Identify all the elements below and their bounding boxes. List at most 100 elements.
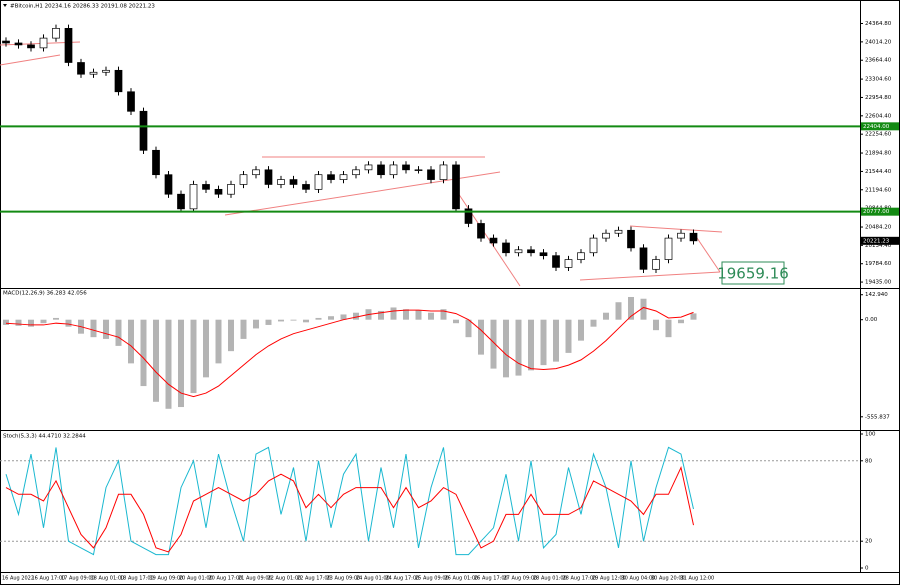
candle-body: [227, 184, 235, 195]
candle-body: [527, 249, 535, 254]
x-tick-label: 18 Aug 01:00: [91, 576, 125, 582]
y-tick-label: 20484.20: [865, 225, 892, 231]
y-tick-label: 21544.40: [865, 169, 892, 175]
histogram-bar: [478, 319, 484, 355]
candle-body: [614, 229, 623, 234]
histogram-bar: [315, 317, 322, 320]
candle-body: [664, 237, 673, 260]
level-label: 20777.00: [863, 209, 890, 215]
y-tick-label: 24014.20: [865, 39, 892, 45]
histogram-bar: [290, 319, 297, 321]
candle-body: [652, 259, 660, 270]
histogram-bar: [3, 319, 9, 325]
candle-body: [427, 169, 435, 180]
candle-body: [202, 184, 210, 190]
candle-body: [102, 69, 110, 73]
histogram-bar: [53, 317, 59, 320]
candle-body: [152, 149, 160, 176]
macd-header: MACD(12,26,9) 36.283 42.056: [3, 291, 87, 297]
histogram-bar: [615, 302, 622, 320]
histogram-bar: [115, 319, 122, 346]
trendline: [694, 234, 721, 273]
histogram-bar: [215, 319, 222, 364]
histogram-bar: [578, 319, 584, 341]
candle-body: [489, 237, 498, 244]
annotation: 19659.16: [717, 265, 789, 283]
y-tick-label: 19784.60: [865, 261, 892, 267]
y-tick-label: 21194.60: [865, 187, 892, 193]
y-tick-label: 23664.40: [865, 58, 892, 64]
candle-body: [14, 42, 23, 46]
candle-body: [2, 40, 10, 44]
candle-body: [327, 174, 335, 180]
candle-body: [364, 164, 373, 171]
y-tick-label: 22254.60: [865, 132, 892, 138]
candle-body: [414, 169, 423, 171]
histogram-bar: [678, 319, 684, 324]
candle-body: [214, 188, 223, 195]
y-tick-label: 80: [865, 458, 872, 464]
histogram-bar: [140, 319, 147, 387]
stoch-header: Stoch(5,3,3) 44.4710 32.2844: [3, 434, 86, 440]
histogram-bar: [453, 319, 459, 324]
candle-body: [477, 223, 485, 239]
y-tick-label: 0: [865, 566, 869, 572]
y-tick-label: 22954.80: [865, 95, 892, 101]
candle-body: [177, 193, 185, 210]
histogram-bar: [653, 319, 659, 331]
y-tick-label: 21894.80: [865, 151, 892, 157]
candle-body: [452, 164, 460, 210]
y-tick-label: -555.837: [865, 414, 890, 420]
x-tick-label: 30 Aug 20:00: [651, 576, 685, 582]
x-tick-label: 18 Aug 17:00: [120, 576, 154, 582]
histogram-bar: [340, 314, 347, 320]
level-label: 22404.00: [863, 124, 890, 130]
x-tick-label: 28 Aug 01:00: [533, 576, 567, 582]
histogram-bar: [440, 309, 447, 320]
histogram-bar: [303, 319, 309, 323]
candle-body: [302, 184, 310, 190]
candle-body: [139, 110, 148, 151]
candle-body: [114, 69, 123, 93]
histogram-bar: [28, 319, 34, 327]
histogram-bar: [628, 296, 634, 320]
x-tick-label: 28 Aug 17:00: [563, 576, 597, 582]
candle-body: [564, 259, 573, 268]
histogram-bar: [190, 319, 197, 394]
histogram-bar: [278, 319, 284, 322]
trendline: [629, 225, 723, 233]
y-tick-label: 19435.00: [865, 280, 892, 286]
histogram-bar: [665, 319, 672, 338]
y-tick-label: 0.00: [865, 317, 878, 323]
histogram-bar: [403, 309, 409, 320]
histogram-bar: [253, 319, 259, 329]
x-tick-label: 16 Aug 2022: [2, 576, 34, 582]
menu-icon[interactable]: [3, 4, 7, 7]
histogram-bar: [240, 319, 247, 339]
histogram-bar: [90, 319, 97, 338]
y-tick-label: 24364.80: [865, 21, 892, 27]
x-tick-label: 27 Aug 09:00: [504, 576, 538, 582]
last-price-bg: [861, 236, 899, 245]
x-tick-label: 16 Aug 17:00: [32, 576, 66, 582]
y-tick-label: 22604.40: [865, 113, 892, 119]
candle-body: [77, 62, 85, 75]
histogram-bar: [128, 319, 134, 364]
histogram-bar: [490, 319, 497, 369]
trendline: [579, 271, 721, 281]
candle-body: [539, 252, 548, 257]
candle-body: [52, 28, 60, 39]
histogram-bar: [178, 319, 184, 408]
x-tick-label: 19 Aug 09:00: [150, 576, 184, 582]
candle-body: [239, 174, 248, 185]
histogram-bar: [515, 319, 522, 376]
candle-body: [602, 232, 610, 239]
x-tick-label: 20 Aug 01:00: [179, 576, 213, 582]
x-tick-label: 21 Aug 09:00: [238, 576, 272, 582]
histogram-bar: [603, 312, 609, 320]
histogram-bar: [690, 313, 697, 320]
annotation-box: [721, 261, 785, 285]
histogram-bar: [378, 310, 384, 320]
x-tick-label: 24 Aug 17:00: [386, 576, 420, 582]
